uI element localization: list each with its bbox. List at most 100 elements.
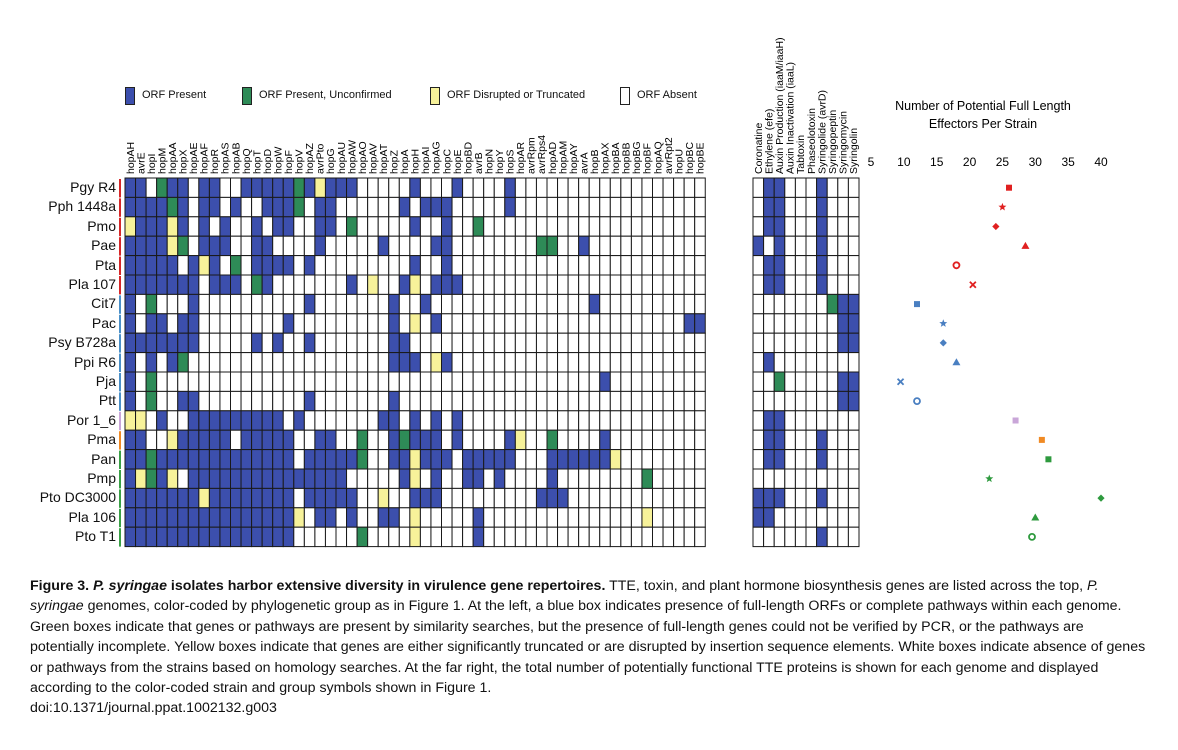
effector-cell xyxy=(240,196,253,218)
effector-cell xyxy=(272,293,284,315)
toxin-cell xyxy=(816,235,828,257)
effector-cell xyxy=(525,216,537,237)
effector-cell xyxy=(388,410,400,431)
effector-cell xyxy=(377,293,390,315)
effector-cell xyxy=(135,255,147,276)
effector-cell xyxy=(441,332,453,354)
effector-cell xyxy=(166,390,179,412)
effector-cell xyxy=(662,507,675,528)
toxin-cell xyxy=(816,293,828,315)
effector-cell xyxy=(124,449,137,470)
effector-cell xyxy=(145,293,158,315)
effector-cell xyxy=(441,313,453,334)
effector-cell xyxy=(472,371,485,392)
effector-cell xyxy=(419,216,432,237)
strain-label: Pto T1 xyxy=(75,528,116,545)
toxin-cell xyxy=(752,352,765,373)
toxin-cell xyxy=(773,526,786,548)
effector-cell xyxy=(441,390,453,412)
effector-cell xyxy=(177,429,189,451)
effector-cell xyxy=(261,487,274,509)
effector-cell xyxy=(483,255,495,276)
effector-cell xyxy=(177,255,189,276)
toxin-cell xyxy=(752,526,765,548)
effector-cell xyxy=(599,274,611,295)
effector-cell xyxy=(609,216,622,237)
strain-label: Pta xyxy=(94,256,116,273)
effector-cell xyxy=(187,177,200,198)
effector-cell xyxy=(630,507,643,528)
effector-cell xyxy=(630,487,643,509)
effector-cell xyxy=(462,274,474,295)
effector-cell xyxy=(314,507,326,528)
effector-cell xyxy=(472,235,485,257)
effector-cell xyxy=(683,196,696,218)
effector-cell xyxy=(578,390,590,412)
effector-cell xyxy=(282,449,295,470)
effector-count-chart: Number of Potential Full Length Effector… xyxy=(868,99,1108,541)
effector-gene-label: hopAB xyxy=(230,142,242,174)
toxin-cell xyxy=(784,196,796,218)
effector-cell xyxy=(472,526,485,548)
effector-cell xyxy=(652,352,664,373)
toxin-cell xyxy=(763,216,775,237)
effector-cell xyxy=(219,274,231,295)
group-bar-segment xyxy=(119,392,121,411)
effector-cell xyxy=(261,235,274,257)
effector-cell xyxy=(356,216,369,237)
effector-cell xyxy=(430,390,443,412)
effector-cell xyxy=(620,196,632,218)
toxin-cell xyxy=(805,274,818,295)
effector-cell xyxy=(599,371,611,392)
effector-cell xyxy=(683,487,696,509)
effector-cell xyxy=(652,274,664,295)
effector-cell xyxy=(483,274,495,295)
effector-cell xyxy=(525,235,537,257)
toxin-cell xyxy=(847,255,860,276)
effector-cell xyxy=(620,390,632,412)
effector-cell xyxy=(230,410,242,431)
effector-cell xyxy=(367,507,379,528)
effector-cell xyxy=(156,313,168,334)
effector-cell xyxy=(662,371,675,392)
effector-cell xyxy=(419,352,432,373)
toxin-cell xyxy=(847,429,860,451)
effector-cell xyxy=(578,429,590,451)
effector-cell xyxy=(472,352,485,373)
effector-cell xyxy=(409,332,421,354)
effector-cell xyxy=(303,526,316,548)
toxin-cell xyxy=(794,487,807,509)
strain-label: Pja xyxy=(95,373,116,389)
effector-cell xyxy=(535,371,548,392)
effector-cell xyxy=(462,352,474,373)
effector-cell xyxy=(198,468,210,489)
toxin-cell xyxy=(784,507,796,528)
effector-cell xyxy=(219,507,231,528)
effector-cell xyxy=(124,177,137,198)
toxin-cell xyxy=(794,352,807,373)
effector-cell xyxy=(662,216,675,237)
toxin-cell xyxy=(805,177,818,198)
effector-cell xyxy=(567,293,580,315)
effector-cell xyxy=(177,390,189,412)
effector-cell xyxy=(156,332,168,354)
effector-cell xyxy=(367,332,379,354)
chart-point xyxy=(998,202,1007,211)
effector-cell xyxy=(641,526,654,548)
effector-cell xyxy=(652,449,664,470)
effector-cell xyxy=(451,507,464,528)
effector-cell xyxy=(166,196,179,218)
effector-cell xyxy=(557,313,569,334)
effector-cell xyxy=(430,255,443,276)
toxin-cell xyxy=(752,293,765,315)
effector-cell xyxy=(124,313,137,334)
toxin-cell xyxy=(763,293,775,315)
effector-cell xyxy=(240,332,253,354)
toxin-cell xyxy=(794,468,807,489)
effector-gene-label: hopS xyxy=(505,149,517,174)
effector-cell xyxy=(230,332,242,354)
effector-cell xyxy=(578,332,590,354)
toxin-cell xyxy=(784,410,796,431)
effector-cell xyxy=(198,449,210,470)
effector-cell xyxy=(135,410,147,431)
